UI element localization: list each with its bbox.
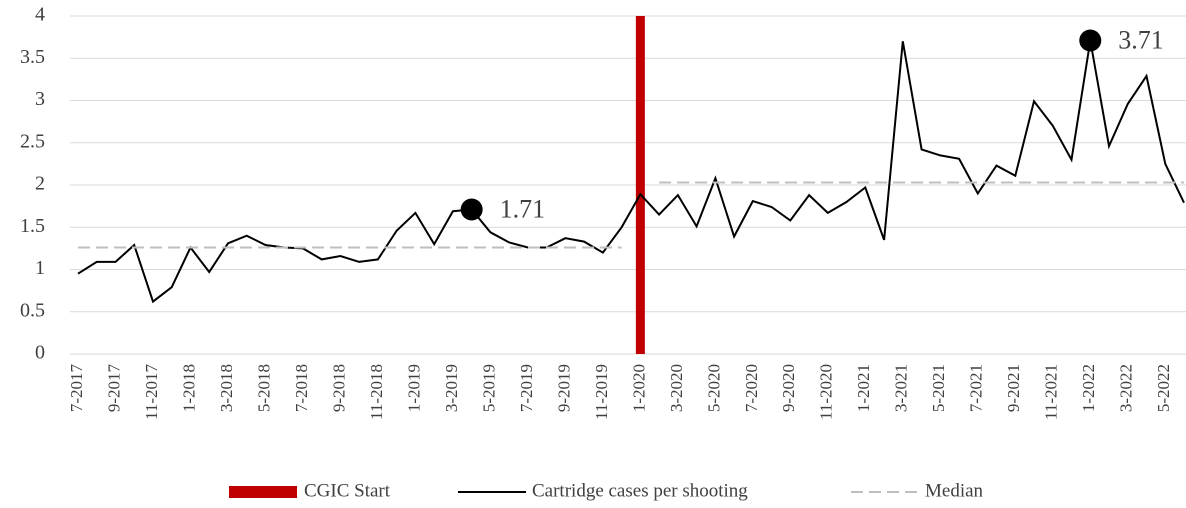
y-tick-label: 1.5 xyxy=(20,215,45,237)
x-tick-label: 5-2021 xyxy=(929,364,948,412)
x-tick-label: 9-2020 xyxy=(779,364,798,412)
x-tick-label: 9-2017 xyxy=(104,364,123,413)
y-tick-label: 1 xyxy=(35,257,45,279)
y-tick-label: 2 xyxy=(35,173,45,195)
y-tick-label: 2.5 xyxy=(20,130,45,152)
x-tick-label: 7-2019 xyxy=(517,364,536,412)
data-marker xyxy=(460,198,483,221)
x-tick-label: 7-2017 xyxy=(67,364,86,413)
legend-label: CGIC Start xyxy=(304,480,391,501)
x-tick-label: 1-2020 xyxy=(629,364,648,412)
x-tick-label: 11-2020 xyxy=(817,364,836,420)
x-tick-label: 3-2021 xyxy=(892,364,911,412)
x-tick-label: 5-2019 xyxy=(479,364,498,412)
legend-label: Cartridge cases per shooting xyxy=(532,480,748,501)
x-tick-label: 7-2020 xyxy=(742,364,761,412)
y-tick-label: 0 xyxy=(35,342,45,364)
x-tick-label: 9-2018 xyxy=(329,364,348,412)
x-tick-label: 1-2019 xyxy=(404,364,423,412)
data-label: 1.71 xyxy=(500,194,546,223)
x-tick-label: 1-2021 xyxy=(854,364,873,412)
x-tick-label: 1-2018 xyxy=(179,364,198,412)
y-tick-label: 3.5 xyxy=(20,46,45,68)
x-tick-label: 5-2018 xyxy=(254,364,273,412)
x-tick-label: 1-2022 xyxy=(1079,364,1098,412)
data-marker xyxy=(1079,29,1102,52)
data-label: 3.71 xyxy=(1118,25,1164,54)
legend-swatch xyxy=(229,486,297,498)
x-tick-label: 3-2020 xyxy=(667,364,686,412)
legend-label: Median xyxy=(925,480,984,501)
x-tick-label: 7-2021 xyxy=(967,364,986,412)
event-bar xyxy=(635,16,645,354)
x-tick-label: 11-2018 xyxy=(367,364,386,420)
x-tick-label: 11-2019 xyxy=(592,364,611,420)
x-tick-label: 9-2021 xyxy=(1004,364,1023,412)
y-tick-label: 3 xyxy=(35,88,45,110)
x-tick-label: 3-2022 xyxy=(1117,364,1136,412)
y-tick-label: 4 xyxy=(35,4,45,26)
x-tick-label: 7-2018 xyxy=(292,364,311,412)
x-tick-label: 11-2017 xyxy=(142,364,161,421)
series-line xyxy=(78,181,1184,249)
series-line xyxy=(77,40,1185,304)
x-tick-label: 3-2019 xyxy=(442,364,461,412)
x-tick-label: 9-2019 xyxy=(554,364,573,412)
x-tick-label: 11-2021 xyxy=(1042,364,1061,420)
y-tick-label: 0.5 xyxy=(20,299,45,321)
x-tick-label: 5-2022 xyxy=(1154,364,1173,412)
x-tick-label: 5-2020 xyxy=(704,364,723,412)
x-tick-label: 3-2018 xyxy=(217,364,236,412)
